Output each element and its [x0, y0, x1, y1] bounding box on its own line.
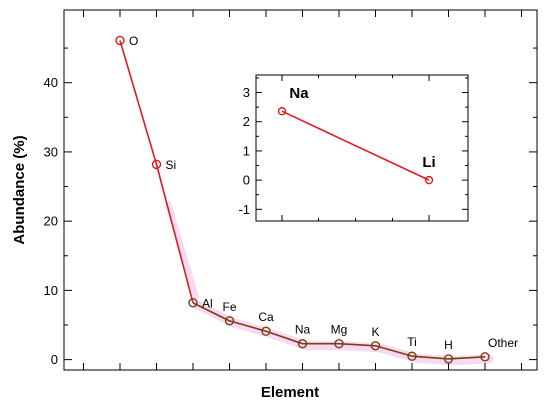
point-label: H: [444, 338, 453, 352]
shadow-segment: [448, 354, 494, 366]
main-point-labels: O Si Al Fe Ca Na Mg K Ti H Other: [129, 34, 518, 352]
data-point: [407, 351, 417, 361]
point-label: Si: [166, 158, 177, 172]
x-axis-title: Element: [261, 384, 319, 401]
series-line-segment: [411, 355, 449, 360]
shadow-segment: [375, 343, 421, 363]
y-tick-label: 20: [44, 214, 58, 229]
y-axis-title: Abundance (%): [11, 135, 28, 244]
data-point: [115, 35, 125, 46]
point-label: Fe: [222, 300, 236, 314]
point-label: Mg: [331, 323, 348, 337]
point-label: Al: [202, 296, 213, 310]
inset-y-tick-label: -1: [238, 202, 250, 217]
main-x-axis: [83, 10, 522, 370]
data-point: [480, 352, 490, 362]
point-label: Na: [295, 323, 311, 337]
y-tick-label: 30: [44, 144, 58, 159]
point-label: K: [371, 325, 379, 339]
point-label: Ti: [407, 335, 417, 349]
shadow-segment: [338, 341, 384, 353]
inset-data-point: [277, 107, 287, 116]
data-point: [297, 338, 308, 349]
series-line-segment: [338, 342, 376, 347]
series-line-segment: [155, 164, 194, 304]
main-series-shadow: [165, 201, 494, 366]
data-point: [334, 338, 344, 349]
inset-series: [277, 107, 434, 185]
inset-y-tick-label: 2: [243, 114, 250, 129]
series-line-segment: [192, 302, 230, 322]
y-tick-label: 0: [51, 352, 58, 367]
shadow-segment: [165, 201, 199, 300]
series-line-segment: [375, 344, 413, 357]
series-line-segment: [229, 320, 267, 333]
data-point: [370, 341, 381, 351]
point-label: Ca: [258, 310, 274, 324]
data-point: [188, 298, 198, 308]
shadow-segment: [229, 318, 275, 338]
series-line-segment: [265, 330, 303, 345]
data-point: [224, 316, 235, 326]
data-point: [261, 326, 271, 336]
series-line-segment: [448, 356, 486, 360]
inset-x-axis: [281, 75, 430, 221]
inset-chart: -1 0 1 2 3 Na Li: [238, 74, 469, 222]
data-point: [151, 159, 162, 170]
data-point: [443, 354, 454, 364]
point-label: O: [129, 34, 138, 48]
shadow-segment: [411, 353, 457, 366]
main-series: [115, 35, 490, 364]
inset-y-tick-label: 1: [243, 143, 250, 158]
inset-y-tick-label: 0: [243, 173, 250, 188]
inset-series-line: [281, 110, 430, 181]
inset-data-point: [424, 175, 434, 185]
y-tick-label: 10: [44, 283, 58, 298]
inset-point-label: Na: [289, 85, 309, 102]
main-plot-frame: [63, 9, 538, 371]
series-line-segment: [119, 40, 158, 165]
inset-point-label: Li: [422, 154, 435, 171]
y-tick-label: 40: [44, 75, 58, 90]
inset-y-axis: -1 0 1 2 3: [238, 77, 468, 217]
point-label: Other: [488, 336, 518, 350]
inset-point-labels: Na Li: [289, 85, 435, 171]
inset-y-tick-label: 3: [243, 85, 250, 100]
